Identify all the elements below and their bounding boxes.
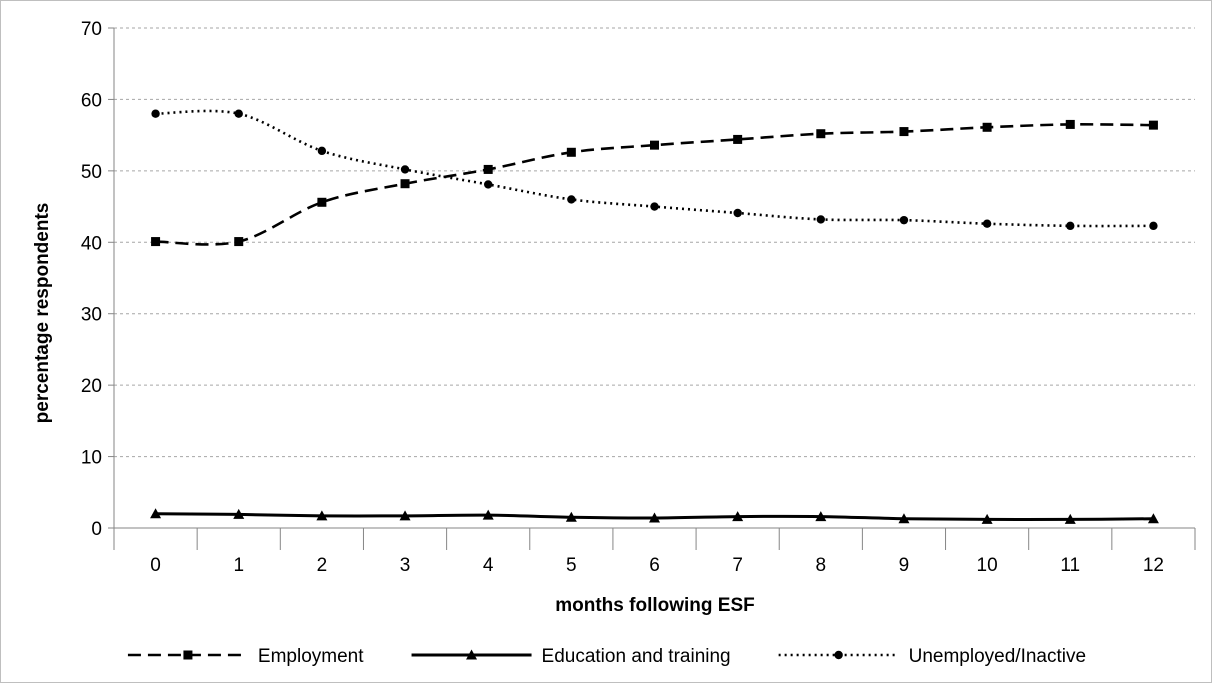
legend-item: Education and training <box>411 646 731 667</box>
data-point <box>1149 221 1158 231</box>
data-point <box>566 147 576 157</box>
data-point <box>483 164 493 174</box>
x-axis-ticks: 0 1 2 3 4 5 6 7 8 9 10 11 12 <box>150 555 1164 576</box>
data-point <box>834 650 843 660</box>
data-point <box>400 165 410 174</box>
data-point <box>1064 513 1076 524</box>
data-point <box>1147 513 1159 524</box>
gridlines <box>114 27 1195 458</box>
x-tick-label: 2 <box>317 555 328 576</box>
legend-label: Education and training <box>542 646 731 667</box>
data-point <box>399 510 411 521</box>
data-point <box>317 146 327 156</box>
legend-item: Unemployed/Inactive <box>778 646 1086 667</box>
x-tick-label: 0 <box>150 555 161 576</box>
x-tick-label: 3 <box>400 555 411 576</box>
x-tick-label: 8 <box>816 555 827 576</box>
y-tick-label: 70 <box>81 19 102 40</box>
data-point <box>567 195 576 204</box>
data-point <box>482 509 494 520</box>
x-tick-label: 11 <box>1060 555 1080 576</box>
data-point <box>650 140 659 150</box>
data-point <box>815 511 827 522</box>
data-point <box>816 215 826 224</box>
y-tick-label: 40 <box>81 233 102 254</box>
series-unemployed-inactive <box>151 109 1158 231</box>
series-layer <box>150 109 1159 524</box>
data-point <box>1065 119 1075 129</box>
y-tick-label: 60 <box>81 90 102 111</box>
data-point <box>982 122 992 132</box>
data-point <box>316 510 328 521</box>
x-tick-label: 4 <box>483 555 494 576</box>
data-point <box>317 197 327 207</box>
data-point <box>899 215 909 225</box>
series-education-and-training <box>150 508 1159 524</box>
y-tick-label: 10 <box>81 448 102 469</box>
legend-item: Employment <box>127 646 364 667</box>
data-point <box>565 511 577 522</box>
x-tick-label: 7 <box>732 555 743 576</box>
legend-label: Employment <box>258 646 364 667</box>
data-point <box>649 512 660 523</box>
y-tick-label: 50 <box>81 162 102 183</box>
data-point <box>898 513 910 524</box>
data-point <box>733 208 742 218</box>
data-point <box>816 129 826 139</box>
data-point <box>733 134 743 144</box>
axes <box>108 27 1196 550</box>
data-point <box>151 237 161 247</box>
data-point <box>233 508 245 519</box>
data-point <box>483 180 493 189</box>
data-point <box>732 511 744 522</box>
x-tick-label: 6 <box>649 555 660 576</box>
x-tick-label: 12 <box>1143 555 1164 576</box>
data-point <box>981 513 993 524</box>
y-axis-title: percentage respondents <box>32 203 53 424</box>
data-point <box>982 219 992 228</box>
data-point <box>400 179 410 189</box>
data-point <box>234 237 244 247</box>
data-point <box>183 650 193 660</box>
data-point <box>466 649 478 660</box>
data-point <box>1066 221 1075 231</box>
y-tick-label: 20 <box>81 376 102 397</box>
y-tick-label: 0 <box>91 519 102 540</box>
data-point <box>1148 120 1158 130</box>
legend: Employment Education and training Unemploy… <box>127 646 1086 667</box>
data-point <box>234 109 243 118</box>
data-point <box>151 109 160 118</box>
data-point <box>150 508 162 519</box>
y-tick-label: 30 <box>81 305 102 326</box>
y-axis-ticks: 0 10 20 30 40 50 60 70 <box>81 19 102 540</box>
x-tick-label: 1 <box>233 555 244 576</box>
x-tick-label: 5 <box>566 555 577 576</box>
legend-label: Unemployed/Inactive <box>909 646 1086 667</box>
x-tick-label: 9 <box>899 555 910 576</box>
data-point <box>650 202 659 211</box>
x-axis-title: months following ESF <box>555 595 754 616</box>
series-employment <box>151 119 1158 247</box>
data-point <box>899 127 909 137</box>
x-tick-label: 10 <box>977 555 998 576</box>
